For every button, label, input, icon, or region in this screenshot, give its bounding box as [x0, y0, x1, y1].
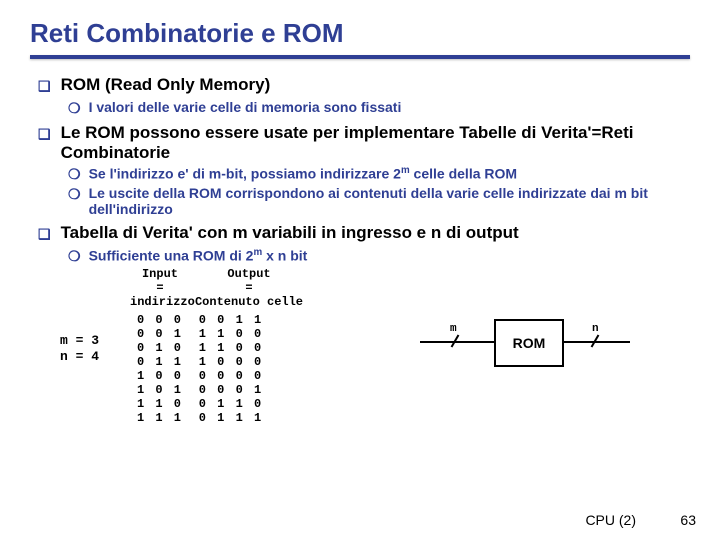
row-input: 1 1 0 [130, 397, 190, 411]
n-value: n = 4 [60, 349, 99, 365]
bullet-text: Le uscite della ROM corrispondono ai con… [89, 185, 690, 217]
square-bullet-icon: ❑ [38, 75, 51, 97]
text-part: Sufficiente una ROM di 2 [89, 248, 254, 264]
wire-label-m: m [450, 323, 457, 335]
row-input: 1 0 0 [130, 369, 190, 383]
row-output: 0 0 1 1 [196, 313, 266, 327]
bullet-text: I valori delle varie celle di memoria so… [89, 99, 690, 117]
table-row: 1 1 0 0 1 1 0 [130, 397, 304, 411]
row-input: 1 1 1 [130, 411, 190, 425]
circle-bullet-icon: ❍ [68, 185, 81, 217]
bullet-text: Le ROM possono essere usate per implemen… [61, 123, 690, 163]
table-rows: 0 0 0 0 0 1 1 0 0 1 1 1 0 0 0 1 0 1 1 0 0 0… [130, 313, 304, 425]
square-bullet-icon: ❑ [38, 223, 51, 245]
row-output: 1 1 0 0 [196, 341, 266, 355]
circle-bullet-icon: ❍ [68, 99, 81, 117]
superscript: m [253, 247, 262, 258]
circle-bullet-icon: ❍ [68, 165, 81, 183]
header-line: Contenuto celle [194, 295, 304, 309]
header-line: Output [194, 267, 304, 281]
title-underline [30, 55, 690, 59]
row-input: 0 0 1 [130, 327, 190, 341]
table-row: 1 0 0 0 0 0 0 [130, 369, 304, 383]
row-output: 1 1 0 0 [196, 327, 266, 341]
text-part: Se l'indirizzo e' di m-bit, possiamo ind… [89, 166, 401, 182]
circle-bullet-icon: ❍ [68, 247, 81, 265]
header-line: Input [130, 267, 190, 281]
mn-values: m = 3 n = 4 [60, 333, 99, 365]
page-number: 63 [680, 512, 696, 528]
bullet-truth-table-sub1: ❍ Sufficiente una ROM di 2m x n bit [68, 247, 690, 265]
bullet-text: Se l'indirizzo e' di m-bit, possiamo ind… [89, 165, 690, 183]
table-row: 0 0 1 1 1 0 0 [130, 327, 304, 341]
table-header: Input = indirizzo Output = Contenuto cel… [130, 267, 304, 309]
wire-input [420, 341, 494, 343]
header-line: = [194, 281, 304, 295]
row-input: 0 0 0 [130, 313, 190, 327]
bullet-usage-sub2: ❍ Le uscite della ROM corrispondono ai c… [68, 185, 690, 217]
text-part: celle della ROM [410, 166, 517, 182]
m-value: m = 3 [60, 333, 99, 349]
footer-section: CPU (2) [585, 512, 636, 528]
bullet-rom: ❑ ROM (Read Only Memory) [38, 75, 690, 97]
header-line: indirizzo [130, 295, 190, 309]
wire-label-n: n [592, 323, 599, 335]
square-bullet-icon: ❑ [38, 123, 51, 163]
page-title: Reti Combinatorie e ROM [30, 18, 690, 49]
header-output: Output = Contenuto celle [194, 267, 304, 309]
row-output: 0 1 1 1 [196, 411, 266, 425]
text-part: x n bit [262, 248, 307, 264]
table-row: 1 0 1 0 0 0 1 [130, 383, 304, 397]
row-input: 0 1 1 [130, 355, 190, 369]
row-input: 1 0 1 [130, 383, 190, 397]
table-row: 1 1 1 0 1 1 1 [130, 411, 304, 425]
row-input: 0 1 0 [130, 341, 190, 355]
row-output: 1 0 0 0 [196, 355, 266, 369]
table-row: 0 0 0 0 0 1 1 [130, 313, 304, 327]
row-output: 0 0 0 0 [196, 369, 266, 383]
truth-table: Input = indirizzo Output = Contenuto cel… [130, 267, 304, 425]
bullet-text: Sufficiente una ROM di 2m x n bit [89, 247, 690, 265]
row-output: 0 1 1 0 [196, 397, 266, 411]
bullet-usage: ❑ Le ROM possono essere usate per implem… [38, 123, 690, 163]
header-line: = [130, 281, 190, 295]
table-row: 0 1 1 1 0 0 0 [130, 355, 304, 369]
superscript: m [401, 165, 410, 176]
bullet-text: Tabella di Verita' con m variabili in in… [61, 223, 519, 245]
header-input: Input = indirizzo [130, 267, 190, 309]
lower-content: m = 3 n = 4 Input = indirizzo Output = C… [30, 267, 690, 447]
row-output: 0 0 0 1 [196, 383, 266, 397]
bullet-usage-sub1: ❍ Se l'indirizzo e' di m-bit, possiamo i… [68, 165, 690, 183]
wire-output [562, 341, 630, 343]
bullet-text: ROM (Read Only Memory) [61, 75, 271, 97]
bullet-truth-table: ❑ Tabella di Verita' con m variabili in … [38, 223, 690, 245]
table-row: 0 1 0 1 1 0 0 [130, 341, 304, 355]
rom-diagram: m ROM n [420, 307, 630, 377]
rom-box: ROM [494, 319, 564, 367]
bullet-rom-sub1: ❍ I valori delle varie celle di memoria … [68, 99, 690, 117]
